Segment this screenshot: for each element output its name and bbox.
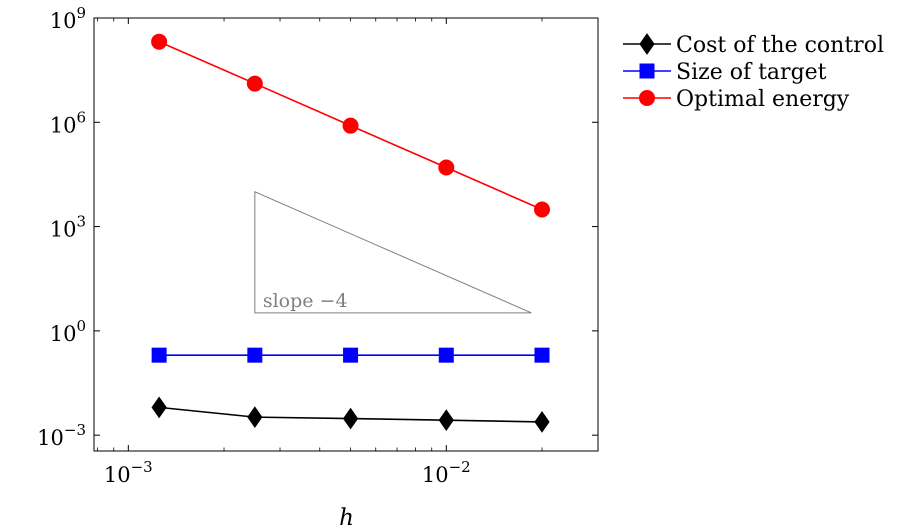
legend-marker-square xyxy=(639,63,655,79)
data-point-square xyxy=(247,347,263,363)
data-point-circle xyxy=(438,159,455,176)
data-point-diamond xyxy=(342,407,359,430)
legend-label: Optimal energy xyxy=(676,87,850,112)
legend-marker-circle xyxy=(639,90,655,106)
axis-ticks: 10−3 10−2 10−3 100 103 106 109 xyxy=(37,4,598,487)
data-point-square xyxy=(151,347,167,363)
slope-triangle xyxy=(254,191,532,314)
plot-frame xyxy=(93,17,599,452)
data-point-square xyxy=(343,347,359,363)
y-tick-label: 10−3 xyxy=(37,421,86,450)
data-point-circle xyxy=(534,201,551,218)
slope-annotation: slope −4 xyxy=(254,191,532,314)
x-axis-label: h xyxy=(339,505,354,531)
legend-label: Size of target xyxy=(676,60,827,85)
slope-label: slope −4 xyxy=(263,290,348,312)
legend-entry: Size of target xyxy=(623,60,827,85)
series-circle xyxy=(151,33,551,218)
data-point-circle xyxy=(342,117,359,134)
data-point-diamond xyxy=(438,409,454,432)
y-tick-label: 103 xyxy=(50,213,86,242)
legend-entry: Cost of the control xyxy=(623,33,884,58)
legend-entry: Optimal energy xyxy=(623,87,850,112)
series-diamond xyxy=(151,396,550,433)
legend-label: Cost of the control xyxy=(676,33,884,58)
y-tick-label: 100 xyxy=(50,317,86,346)
data-point-diamond xyxy=(247,406,263,428)
data-point-diamond xyxy=(534,411,550,433)
series-layer xyxy=(151,33,551,433)
series-square xyxy=(151,347,550,363)
y-tick-label: 109 xyxy=(50,4,86,33)
data-point-square xyxy=(438,347,454,363)
x-tick-label: 10−3 xyxy=(104,458,153,487)
data-point-circle xyxy=(151,33,168,50)
legend-marker-diamond xyxy=(639,33,655,55)
y-tick-label: 106 xyxy=(50,108,86,137)
x-tick-label: 10−2 xyxy=(422,458,471,487)
data-point-square xyxy=(534,347,550,363)
data-point-diamond xyxy=(151,396,167,419)
data-point-circle xyxy=(246,75,263,92)
